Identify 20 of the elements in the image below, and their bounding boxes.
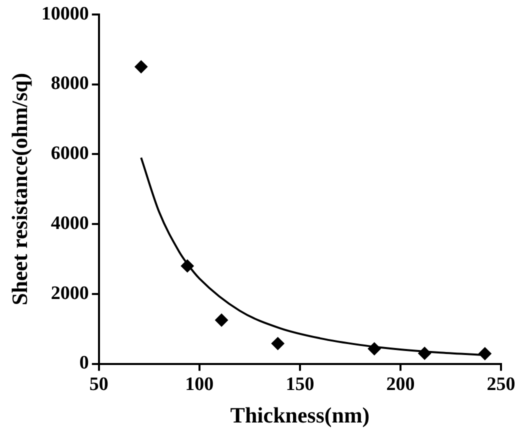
y-axis-title: Sheet resistance(ohm/sq) xyxy=(6,72,32,306)
point xyxy=(271,337,284,350)
point xyxy=(134,60,148,74)
y-tick-label: 2000 xyxy=(50,282,89,304)
x-tick-label: 50 xyxy=(89,374,108,396)
point xyxy=(180,259,194,272)
y-tick-label: 10000 xyxy=(41,3,89,24)
x-axis-title: Thickness(nm) xyxy=(230,402,370,428)
x-tick-label: 250 xyxy=(486,374,516,396)
point xyxy=(368,342,381,356)
y-tick-label: 6000 xyxy=(50,143,89,164)
x-tick-label: 150 xyxy=(286,374,314,396)
x-tick-label: 100 xyxy=(185,374,214,396)
point xyxy=(478,347,492,360)
point xyxy=(215,314,228,327)
y-tick-label: 0 xyxy=(79,352,89,374)
y-tick-label: 4000 xyxy=(50,212,89,234)
y-tick-label: 8000 xyxy=(50,73,89,94)
point xyxy=(418,346,432,360)
x-tick-label: 200 xyxy=(386,374,415,396)
